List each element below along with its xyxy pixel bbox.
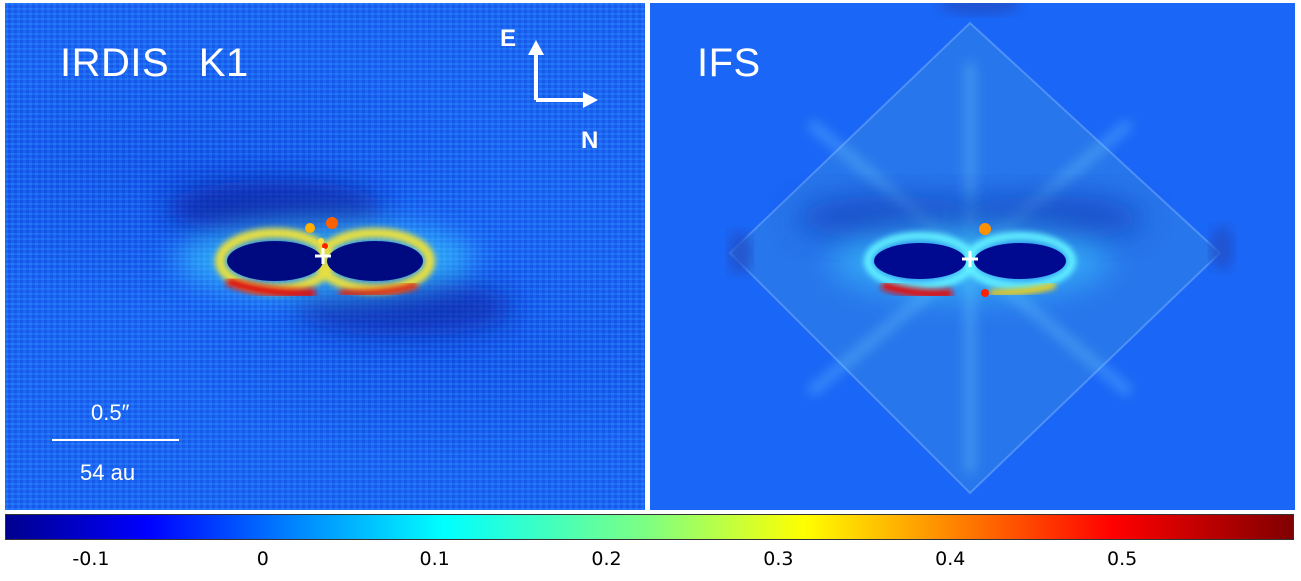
- colorbar-tick-label: 0: [256, 548, 269, 570]
- colorbar-tick-label: 0.1: [419, 548, 450, 570]
- panel-title-ifs: IFS: [697, 41, 761, 85]
- scale-bar: [52, 439, 179, 441]
- colorbar-tick-label: -0.1: [72, 548, 110, 570]
- colorbar: [5, 514, 1294, 540]
- ifs-disk-image: [728, 3, 1234, 495]
- irdis-disk-image: [165, 40, 598, 336]
- panel-divider: [645, 0, 650, 512]
- compass-east-label: E: [500, 25, 517, 52]
- irdis-panel: IRDIS K1 E N 0.5″ 54 au: [5, 3, 645, 510]
- scale-bar-angular-label: 0.5″: [91, 400, 130, 425]
- panel-title-irdis: IRDIS K1: [60, 41, 249, 85]
- star-position-cross-icon: [962, 251, 978, 267]
- star-position-cross-icon: [315, 248, 331, 264]
- colorbar-tick-labels: -0.1 0 0.1 0.2 0.3 0.4 0.5: [0, 548, 1301, 578]
- ifs-panel: IFS: [650, 3, 1295, 510]
- colorbar-tick-label: 0.4: [935, 548, 966, 570]
- compass-north-label: N: [581, 127, 599, 154]
- compass-arrows-icon: [528, 40, 598, 108]
- scale-bar-physical-label: 54 au: [80, 460, 136, 485]
- colorbar-tick-label: 0.3: [763, 548, 794, 570]
- colorbar-tick-label: 0.2: [591, 548, 622, 570]
- colorbar-tick-label: 0.5: [1107, 548, 1138, 570]
